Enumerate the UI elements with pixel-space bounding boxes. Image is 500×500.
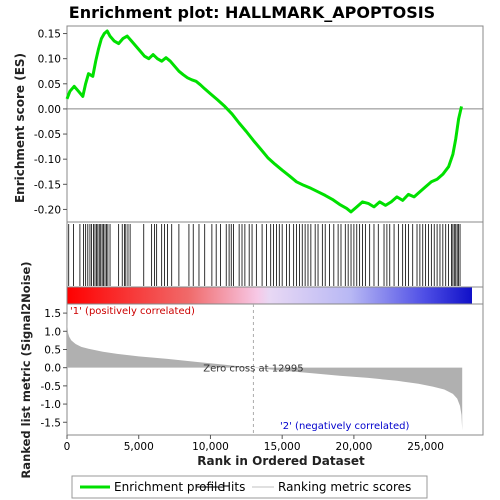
es-y-tick-label: 0.15 — [38, 29, 61, 41]
es-y-ticks: 0.15 0.10 0.05 0.00 -0.05 -0.10 -0.15 -0.20 — [34, 29, 67, 216]
rank-x-tick-label: 25,000 — [407, 441, 444, 453]
legend-label: Ranking metric scores — [278, 480, 411, 494]
es-panel: 0.15 0.10 0.05 0.00 -0.05 -0.10 -0.15 -0.20 Enr… — [13, 25, 484, 223]
es-y-tick-label: -0.10 — [34, 154, 61, 166]
es-axis-title: Enrichment score (ES) — [13, 53, 27, 203]
rank-y-tick-label: -0.5 — [41, 381, 62, 393]
ranking-metric-area — [67, 308, 463, 431]
chart-title: Enrichment plot: HALLMARK_APOPTOSIS — [69, 3, 435, 22]
rank-x-tick-label: 15,000 — [264, 441, 301, 453]
rank-x-axis-title: Rank in Ordered Dataset — [197, 454, 365, 468]
rank-y-tick-label: -1.5 — [41, 417, 62, 429]
es-y-tick-label: -0.05 — [34, 129, 61, 141]
rank-y-tick-label: 1.5 — [44, 308, 61, 320]
zero-cross-label: Zero cross at 12995 — [203, 364, 303, 375]
hits-panel — [66, 221, 484, 288]
legend-label: Enrichment profile — [114, 480, 225, 494]
rank-y-tick-label: 0.5 — [44, 344, 61, 356]
es-y-tick-label: 0.10 — [38, 54, 61, 66]
hits-panel-frame — [66, 221, 484, 288]
rank-x-tick-label: 10,000 — [192, 441, 229, 453]
rank-x-tick-label: 20,000 — [336, 441, 373, 453]
correlation-color-bar — [67, 287, 472, 304]
rank-x-tick-label: 5,000 — [124, 441, 154, 453]
negative-correlation-label: '2' (negatively correlated) — [280, 421, 409, 432]
rank-y-ticks: 1.5 1.0 0.5 0.0 -0.5 -1.0 -1.5 — [41, 308, 67, 429]
rank-panel: Zero cross at 12995 '1' (positively corr… — [19, 261, 484, 479]
rank-x-ticks: 0 5,000 10,000 15,000 20,000 25,000 — [64, 435, 444, 453]
es-y-tick-label: -0.15 — [34, 179, 61, 191]
rank-y-tick-label: 0.0 — [44, 363, 61, 375]
legend-frame — [71, 475, 428, 499]
rank-y-tick-label: 1.0 — [44, 326, 61, 338]
es-y-tick-label: -0.20 — [34, 204, 61, 216]
positive-correlation-label: '1' (positively correlated) — [70, 306, 195, 317]
enrichment-profile-line — [65, 29, 463, 214]
legend-label: Hits — [222, 480, 245, 494]
es-y-tick-label: 0.00 — [38, 104, 61, 116]
rank-y-tick-label: -1.0 — [41, 399, 62, 411]
hit-markers — [68, 224, 461, 286]
es-panel-frame — [66, 25, 484, 223]
rank-x-tick-label: 0 — [64, 441, 71, 453]
rank-y-axis-title: Ranked list metric (Signal2Noise) — [19, 261, 33, 478]
es-y-tick-label: 0.05 — [38, 79, 61, 91]
